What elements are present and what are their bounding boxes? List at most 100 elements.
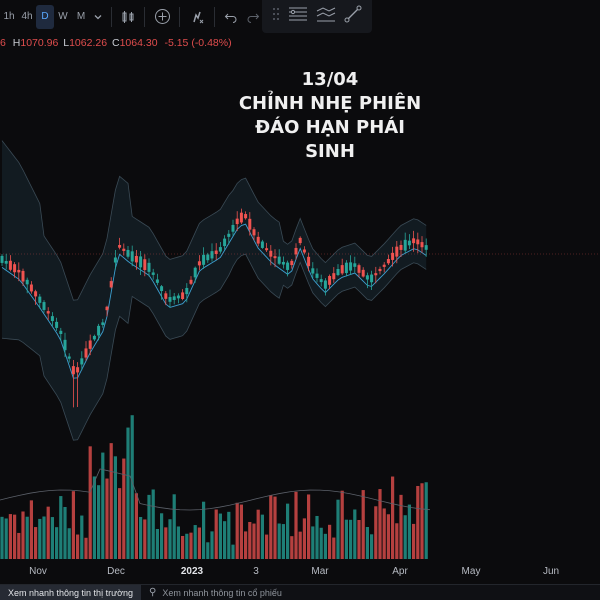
- candle: [382, 262, 386, 273]
- candle: [193, 266, 197, 283]
- volume-bar: [8, 514, 12, 559]
- candle: [328, 274, 332, 289]
- candles: [0, 208, 428, 408]
- candle: [8, 255, 12, 272]
- axis-label-mar: Mar: [311, 566, 329, 577]
- volume-bar: [420, 483, 424, 559]
- candle: [244, 211, 248, 220]
- candle: [143, 254, 147, 277]
- candle: [239, 208, 243, 225]
- chevron-down-icon[interactable]: [90, 5, 106, 29]
- axis-label-apr: Apr: [392, 566, 408, 577]
- axis-label-2023: 2023: [180, 566, 204, 577]
- drag-handle-icon[interactable]: [272, 7, 280, 26]
- price-chart[interactable]: [0, 33, 600, 562]
- volume-bar: [340, 490, 344, 559]
- trend-lines-icon[interactable]: [316, 5, 336, 28]
- volume-bar: [273, 496, 277, 559]
- timeframe-d[interactable]: D: [36, 4, 54, 29]
- toolbar-divider: [144, 6, 145, 27]
- volume-bar: [29, 500, 33, 559]
- timeframe-w[interactable]: W: [58, 11, 68, 22]
- candle: [118, 237, 122, 250]
- volume-bar: [290, 536, 294, 559]
- volume-bar: [407, 504, 411, 559]
- volume-bar: [378, 489, 382, 559]
- candle: [357, 263, 361, 278]
- candle: [164, 291, 168, 306]
- volume-bar: [34, 527, 38, 559]
- volume-bar: [365, 526, 369, 559]
- annotation-line-1: CHỈNH NHẸ PHIÊN: [238, 93, 422, 114]
- candle: [122, 243, 126, 256]
- volume-bar: [185, 533, 189, 559]
- candle: [248, 212, 252, 236]
- candle: [126, 246, 130, 259]
- top-toolbar: 1h 4h D W M: [0, 0, 600, 33]
- candle: [176, 293, 180, 304]
- candle: [13, 262, 17, 278]
- volume-bar: [399, 494, 403, 559]
- candle: [160, 285, 164, 300]
- volume-bar: [332, 537, 336, 559]
- volume-bar: [76, 534, 80, 559]
- volume-bar: [277, 523, 281, 559]
- add-indicator-icon[interactable]: [150, 5, 174, 29]
- volume-bar: [46, 506, 50, 559]
- volume-bar: [294, 491, 298, 559]
- tab-stock-overview[interactable]: ⚲ Xem nhanh thông tin cổ phiếu: [141, 585, 290, 600]
- candle: [202, 247, 206, 269]
- candle: [391, 246, 395, 267]
- undo-icon[interactable]: [220, 5, 242, 29]
- candle: [416, 232, 420, 254]
- redo-icon[interactable]: [242, 5, 264, 29]
- candle: [0, 254, 4, 266]
- timeframe-m[interactable]: M: [76, 11, 86, 22]
- candle: [92, 334, 96, 342]
- candle: [256, 231, 260, 247]
- volume-bar: [231, 544, 235, 559]
- timeframe-1h[interactable]: 1h: [3, 11, 15, 22]
- candle: [218, 241, 222, 254]
- tab-market-overview[interactable]: Xem nhanh thông tin thị trường: [0, 584, 142, 600]
- volume-bar: [101, 452, 105, 559]
- candle: [332, 267, 336, 283]
- volume-bar: [374, 506, 378, 559]
- candle: [42, 300, 46, 313]
- timeframe-4h[interactable]: 4h: [21, 11, 33, 22]
- axis-label-3: 3: [253, 566, 259, 577]
- candles-icon[interactable]: [117, 5, 139, 29]
- candle: [265, 242, 269, 253]
- horizontal-lines-icon[interactable]: [288, 5, 308, 28]
- volume-bar: [109, 443, 113, 559]
- axis-label-dec: Dec: [107, 566, 125, 577]
- candle: [139, 250, 143, 275]
- volume-bar: [80, 515, 84, 559]
- candle: [361, 267, 365, 278]
- candle: [38, 293, 42, 309]
- volume-bar: [21, 511, 25, 559]
- volume-bar: [59, 496, 63, 559]
- volume-bar: [160, 513, 164, 559]
- volume-bar: [164, 527, 168, 559]
- alert-icon[interactable]: [185, 5, 209, 29]
- volume-bar: [349, 519, 353, 559]
- candle: [29, 281, 33, 294]
- chart-annotation[interactable]: 13/04 CHỈNH NHẸ PHIÊN ĐÁO HẠN PHÁI SINH: [230, 68, 430, 164]
- volume-bar: [265, 534, 269, 559]
- tab-stock-overview-label: Xem nhanh thông tin cổ phiếu: [162, 587, 282, 598]
- volume-bar: [113, 456, 117, 559]
- candle: [399, 240, 403, 257]
- candle: [25, 277, 29, 294]
- time-axis[interactable]: Nov Dec 2023 3 Mar Apr May Jun: [0, 562, 600, 584]
- volume-bar: [311, 526, 315, 559]
- candle: [407, 234, 411, 250]
- candle: [105, 305, 109, 317]
- volume-bar: [382, 508, 386, 559]
- ruler-icon[interactable]: [344, 5, 362, 28]
- volume-bar: [248, 521, 252, 559]
- volume-bar: [239, 504, 243, 559]
- annotation-date: 13/04: [301, 69, 359, 90]
- volume-bar: [38, 518, 42, 559]
- volume-bar: [92, 476, 96, 559]
